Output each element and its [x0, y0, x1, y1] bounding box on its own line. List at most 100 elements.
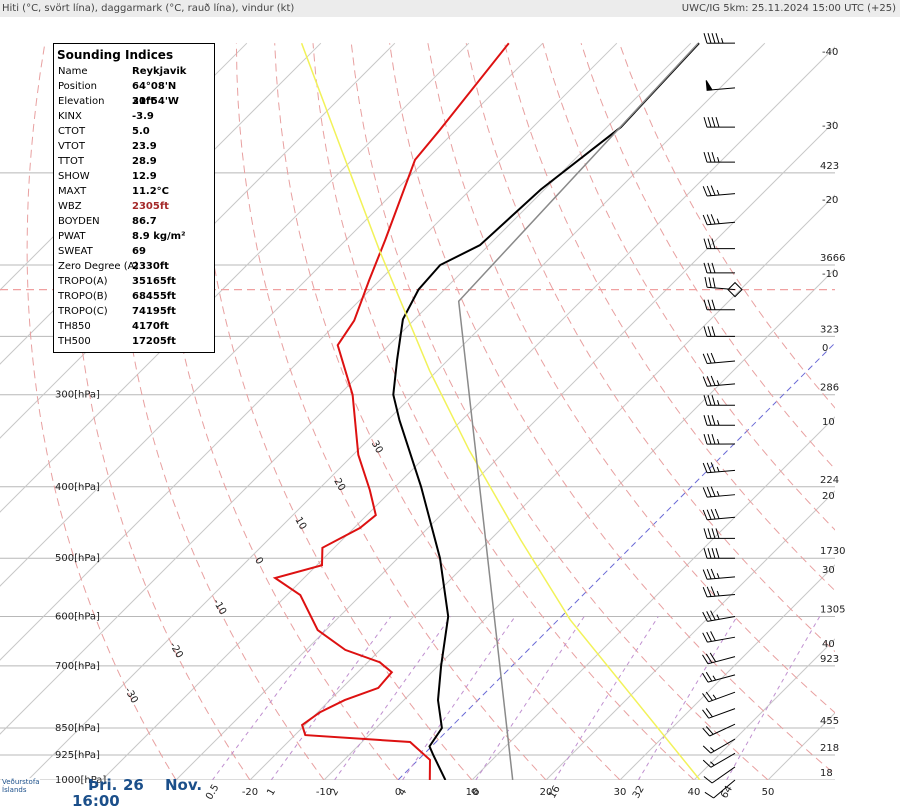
index-value: 4170ft: [132, 319, 169, 334]
index-name: Name: [58, 64, 88, 79]
dry-adiabat: [313, 43, 694, 780]
height-label: 218: [820, 743, 839, 754]
adiabat-label: 0: [252, 556, 265, 567]
wind-barb: [703, 569, 735, 579]
profile-line: [275, 43, 509, 780]
mixing-ratio-label: 1: [265, 787, 278, 798]
y-tick-label: 300[hPa]: [55, 390, 100, 401]
wind-barb: [703, 653, 736, 664]
index-name: Zero Degree (A): [58, 259, 138, 274]
adiabat-label: 10: [292, 515, 308, 532]
index-name: SWEAT: [58, 244, 93, 259]
x-tick-label: 20: [540, 787, 553, 798]
wind-barb: [704, 326, 735, 336]
index-name: TH850: [58, 319, 91, 334]
x-tick-label: 10: [466, 787, 479, 798]
index-row: TH850 4170ft: [54, 319, 214, 334]
index-name: TTOT: [58, 154, 84, 169]
dry-adiabat: [466, 43, 900, 780]
wind-barb: [704, 767, 735, 783]
isotherm: [694, 43, 900, 780]
wind-barb: [703, 708, 736, 718]
adiabat-label: 30: [369, 439, 385, 456]
date: 26: [123, 776, 144, 794]
isotherm-label: -20: [822, 195, 838, 206]
y-tick-label: 700[hPa]: [55, 661, 100, 672]
isotherm-label: -10: [822, 269, 838, 280]
index-value: 68455ft: [132, 289, 176, 304]
index-name: Position: [58, 79, 97, 94]
wind-barb: [703, 724, 735, 736]
height-label: 923: [820, 654, 839, 665]
height-label: 323: [820, 324, 839, 335]
wind-barb: [703, 509, 735, 520]
isotherm-label: -30: [822, 121, 838, 132]
mixing-ratio-label: 32: [631, 784, 647, 801]
wind-barb: [706, 80, 735, 90]
index-value: 8.9 kg/m²: [132, 229, 185, 244]
index-name: KINX: [58, 109, 82, 124]
index-name: WBZ: [58, 199, 82, 214]
height-label: 1305: [820, 605, 845, 616]
index-value: 12.9: [132, 169, 157, 184]
time: 16:00: [72, 792, 120, 810]
wind-barb: [703, 631, 735, 642]
adiabat-label: -10: [210, 597, 228, 617]
logo-line: Veðurstofa: [2, 778, 40, 786]
dry-adiabat: [390, 43, 842, 780]
index-value: 35165ft: [132, 274, 176, 289]
index-name: PWAT: [58, 229, 86, 244]
wind-barb: [703, 692, 736, 702]
isotherm: [620, 43, 900, 780]
wind-barb: [703, 739, 735, 753]
isotherm-label: 40: [822, 639, 835, 650]
dry-adiabat: [198, 43, 473, 780]
index-row: TROPO(C)74195ft: [54, 304, 214, 319]
index-name: TROPO(A): [58, 274, 107, 289]
index-name: Elevation: [58, 94, 104, 109]
dry-adiabat: [505, 43, 900, 780]
profile-line: [459, 43, 699, 780]
isotherm: [324, 43, 900, 780]
x-tick-label: -10: [316, 787, 332, 798]
wind-barb: [704, 395, 735, 405]
wind-barb: [704, 33, 735, 43]
wind-barb: [704, 415, 735, 425]
index-name: VTOT: [58, 139, 85, 154]
index-value: 17205ft: [132, 334, 176, 349]
index-value: 23.9: [132, 139, 157, 154]
wind-barb: [703, 214, 735, 224]
height-label: 423: [820, 161, 839, 172]
index-row: Zero Degree (A)2330ft: [54, 259, 214, 274]
index-value: 11.2°C: [132, 184, 169, 199]
index-value: 2330ft: [132, 259, 169, 274]
index-value: -3.9: [132, 109, 154, 124]
isotherm-label: 30: [822, 565, 835, 576]
index-row: TROPO(B)68455ft: [54, 289, 214, 304]
dry-adiabat: [619, 43, 900, 780]
dry-adiabat: [428, 43, 900, 780]
index-name: SHOW: [58, 169, 90, 184]
x-tick-label: -20: [242, 787, 258, 798]
index-row: SHOW 12.9: [54, 169, 214, 184]
index-name: TROPO(C): [58, 304, 108, 319]
index-name: BOYDEN: [58, 214, 100, 229]
index-row: PWAT 8.9 kg/m²: [54, 229, 214, 244]
height-label: 224: [820, 475, 839, 486]
header-bar: Hiti (°C, svört lína), daggarmark (°C, r…: [0, 0, 900, 17]
isotherm: [398, 43, 900, 780]
index-row: KINX -3.9: [54, 109, 214, 124]
isotherm: [472, 43, 900, 780]
index-value: 30ft: [132, 94, 155, 109]
isotherm: [546, 43, 900, 780]
wind-barb: [704, 117, 735, 127]
height-label: 1730: [820, 546, 845, 557]
month: Nov.: [165, 776, 202, 794]
